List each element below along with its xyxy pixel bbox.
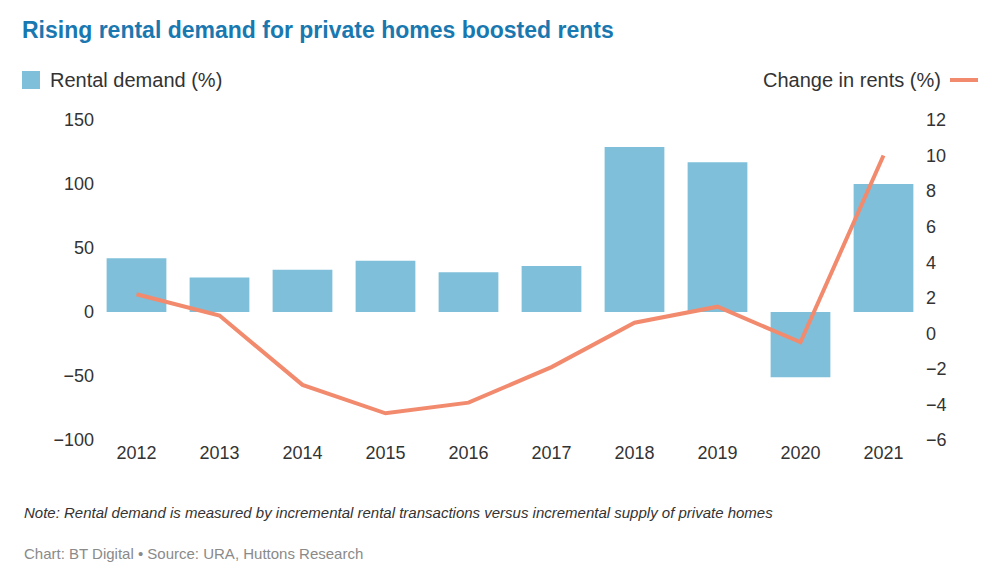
svg-text:2017: 2017: [531, 443, 571, 463]
svg-text:2015: 2015: [365, 443, 405, 463]
svg-text:Rental demand (%): Rental demand (%): [50, 69, 222, 91]
svg-text:Note: Rental demand is measure: Note: Rental demand is measured by incre…: [24, 504, 773, 521]
svg-text:2018: 2018: [614, 443, 654, 463]
svg-text:Rising rental demand for priva: Rising rental demand for private homes b…: [22, 17, 614, 43]
svg-text:−4: −4: [926, 395, 947, 415]
svg-text:Change in rents (%): Change in rents (%): [763, 69, 941, 91]
svg-text:2: 2: [926, 288, 936, 308]
svg-text:50: 50: [74, 238, 94, 258]
svg-text:2020: 2020: [780, 443, 820, 463]
svg-text:100: 100: [64, 174, 94, 194]
svg-text:2019: 2019: [697, 443, 737, 463]
svg-text:−2: −2: [926, 359, 947, 379]
svg-text:0: 0: [84, 302, 94, 322]
svg-text:8: 8: [926, 181, 936, 201]
svg-text:4: 4: [926, 253, 936, 273]
svg-text:6: 6: [926, 217, 936, 237]
svg-text:10: 10: [926, 146, 946, 166]
svg-text:2014: 2014: [282, 443, 322, 463]
svg-text:2013: 2013: [199, 443, 239, 463]
svg-text:150: 150: [64, 110, 94, 130]
svg-text:0: 0: [926, 324, 936, 344]
svg-text:12: 12: [926, 110, 946, 130]
svg-text:−100: −100: [53, 430, 94, 450]
svg-text:2021: 2021: [863, 443, 903, 463]
svg-text:Chart: BT Digital • Source: UR: Chart: BT Digital • Source: URA, Huttons…: [24, 545, 363, 562]
svg-text:2016: 2016: [448, 443, 488, 463]
svg-text:−50: −50: [63, 366, 94, 386]
svg-text:−6: −6: [926, 430, 947, 450]
svg-text:2012: 2012: [116, 443, 156, 463]
